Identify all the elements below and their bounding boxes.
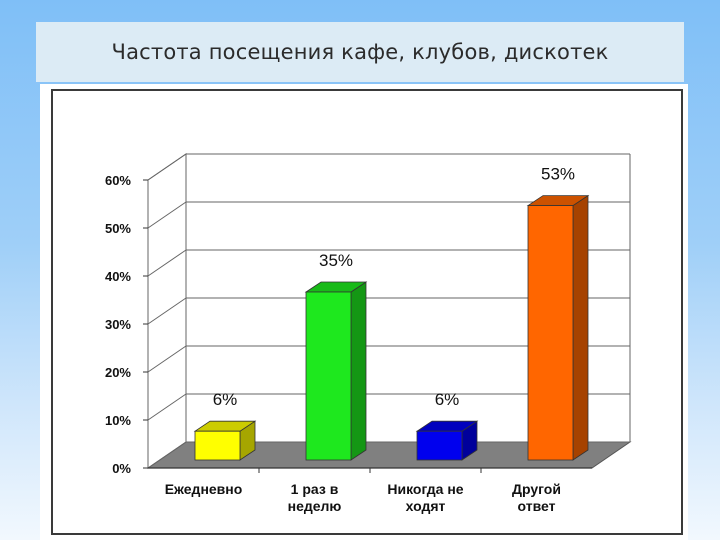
- y-tick-label: 40%: [105, 269, 131, 284]
- data-label: 6%: [435, 390, 460, 409]
- y-tick-label: 60%: [105, 173, 131, 188]
- y-tick-label: 30%: [105, 317, 131, 332]
- category-label: ответ: [518, 498, 556, 514]
- category-label: ходят: [406, 498, 446, 514]
- gridline-side: [147, 249, 187, 277]
- data-label: 35%: [319, 251, 353, 270]
- category-label: Другой: [512, 481, 561, 497]
- category-label: Ежедневно: [165, 481, 243, 497]
- y-tick-label: 0%: [112, 461, 131, 476]
- slide-title: Частота посещения кафе, клубов, дискотек: [111, 40, 609, 64]
- bar: [305, 291, 352, 461]
- category-label: Никогда не: [387, 481, 463, 497]
- data-label: 6%: [213, 390, 238, 409]
- gridline-side: [147, 441, 187, 469]
- y-tick-label: 10%: [105, 413, 131, 428]
- gridline-side: [147, 201, 187, 229]
- category-label: 1 раз в: [291, 481, 339, 497]
- bar: [194, 430, 241, 461]
- bar: [527, 205, 574, 461]
- data-label: 53%: [541, 165, 575, 184]
- bar: [416, 430, 463, 461]
- y-tick-label: 50%: [105, 221, 131, 236]
- y-tick-label: 20%: [105, 365, 131, 380]
- category-label: неделю: [288, 498, 342, 514]
- bar-side: [350, 281, 367, 461]
- gridline-side: [147, 393, 187, 421]
- bar-side: [572, 194, 589, 461]
- gridline-side: [147, 153, 187, 181]
- gridline-side: [147, 297, 187, 325]
- gridline-side: [147, 345, 187, 373]
- slide-title-band: Частота посещения кафе, клубов, дискотек: [36, 22, 684, 82]
